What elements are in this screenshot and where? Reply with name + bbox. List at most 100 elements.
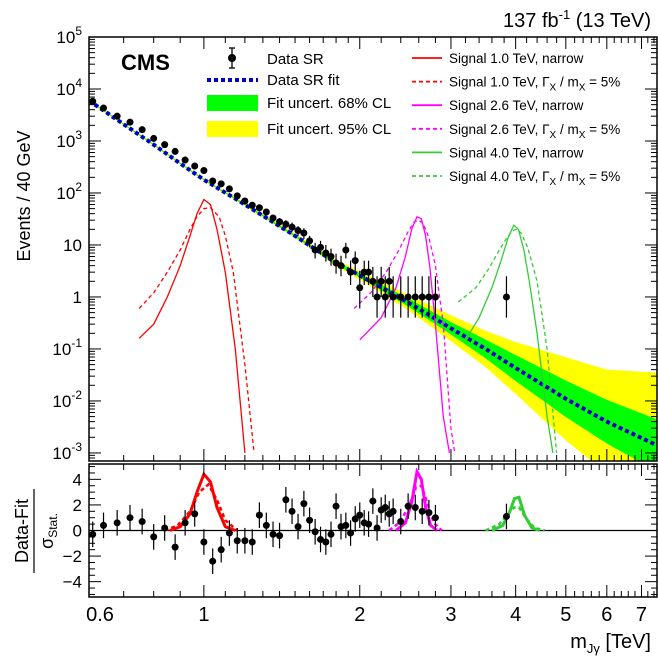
ratio-marker xyxy=(431,514,439,522)
ratio-marker xyxy=(171,543,179,551)
data-marker xyxy=(327,253,335,261)
data-marker xyxy=(337,262,345,270)
signal-curve-sig1_wide xyxy=(138,207,255,453)
ratio-y-label-numerator: Data-Fit xyxy=(12,499,32,563)
x-tick-label: 0.6 xyxy=(86,604,114,626)
ratio-marker xyxy=(502,512,510,520)
ratio-point xyxy=(241,527,249,554)
data-marker xyxy=(347,268,355,276)
ratio-marker xyxy=(138,518,146,526)
data-marker xyxy=(171,147,179,155)
ratio-point xyxy=(150,524,158,550)
main-y-tick-label: 10 xyxy=(63,236,82,255)
data-marker xyxy=(404,293,412,301)
legend-entry-data: Data SR xyxy=(228,47,324,69)
data-marker xyxy=(100,104,108,112)
ratio-marker xyxy=(311,528,319,536)
main-y-tick-label: 10-3 xyxy=(52,440,82,463)
ratio-point xyxy=(327,521,335,548)
data-marker xyxy=(233,192,241,200)
ratio-marker xyxy=(255,511,263,519)
data-marker xyxy=(191,162,199,170)
ratio-marker xyxy=(217,546,225,554)
ratio-point xyxy=(351,506,359,532)
legend-label-sig26_narrow: Signal 2.6 TeV, narrow xyxy=(449,98,584,113)
data-point xyxy=(150,134,158,142)
data-point xyxy=(369,266,377,297)
ratio-data-points xyxy=(89,487,510,574)
ratio-y-tick-label: −2 xyxy=(63,547,82,566)
ratio-marker xyxy=(317,535,325,543)
ratio-marker xyxy=(322,538,330,546)
data-point xyxy=(200,167,208,175)
ratio-point xyxy=(397,508,405,535)
data-point xyxy=(294,226,302,236)
ratio-point xyxy=(332,493,340,519)
ratio-point xyxy=(311,518,319,545)
ratio-marker xyxy=(241,537,249,545)
data-marker xyxy=(397,293,405,301)
ratio-marker xyxy=(282,496,290,504)
data-marker xyxy=(150,134,158,142)
ratio-point xyxy=(171,534,179,560)
ratio-point xyxy=(322,529,330,555)
ratio-marker xyxy=(294,523,302,531)
ratio-y-tick-label: −4 xyxy=(63,573,82,592)
main-panel: 10-3 10-2 10-1 1 10 102 103 104 105 Events / 40 … xyxy=(14,24,658,463)
ratio-marker xyxy=(191,510,199,518)
ratio-marker xyxy=(389,507,397,515)
data-point xyxy=(89,97,97,105)
signal-curve-sig26_narrow xyxy=(359,215,451,454)
main-y-tick-label: 103 xyxy=(56,128,82,151)
x-axis: 0.6 1 2 3 4 5 6 7 xyxy=(86,464,655,626)
signal-curve-sig1_narrow xyxy=(138,198,246,453)
data-marker xyxy=(181,156,189,164)
legend-entry-sig4_narrow: Signal 4.0 TeV, narrow xyxy=(412,145,584,160)
legend-label-sig1_narrow: Signal 1.0 TeV, narrow xyxy=(449,51,584,66)
data-point xyxy=(138,126,146,134)
x-tick-label: 2 xyxy=(354,604,365,626)
ratio-y-tick-label: 4 xyxy=(73,470,82,489)
x-tick-label: 1 xyxy=(198,604,209,626)
data-marker xyxy=(365,268,373,276)
ratio-point xyxy=(306,507,314,534)
ratio-point xyxy=(373,515,381,541)
ratio-point xyxy=(288,498,296,525)
data-marker xyxy=(389,293,397,301)
data-marker xyxy=(425,293,433,301)
ratio-signal-r_sig4_narrow xyxy=(491,495,541,532)
legend-entry-sig4_wide: Signal 4.0 TeV, ΓX / mX = 5% xyxy=(412,169,620,188)
data-point xyxy=(225,185,233,193)
ratio-point xyxy=(356,502,364,528)
legend-label-band95: Fit uncert. 95% CL xyxy=(267,121,391,138)
data-point xyxy=(351,251,359,271)
ratio-point xyxy=(381,494,389,521)
ratio-marker xyxy=(113,519,121,527)
data-point xyxy=(288,222,296,232)
legend-label-sig4_narrow: Signal 4.0 TeV, narrow xyxy=(449,145,584,160)
ratio-signal-r_sig1_wide xyxy=(164,482,239,532)
ratio-point xyxy=(255,502,263,528)
data-marker xyxy=(255,204,263,212)
ratio-point xyxy=(217,536,225,563)
data-marker xyxy=(113,112,121,120)
main-plot-frame xyxy=(88,36,658,462)
ratio-marker xyxy=(181,519,189,527)
ratio-y-label-denominator: σStat. xyxy=(37,513,60,549)
ratio-marker xyxy=(381,503,389,511)
signal-curves xyxy=(138,198,558,454)
signal-curve-sig4_narrow xyxy=(464,224,554,454)
data-point xyxy=(262,208,270,216)
main-x-ticks xyxy=(88,37,655,461)
fit-band-95 xyxy=(89,99,657,461)
ratio-point xyxy=(347,520,355,546)
legend-right: Signal 1.0 TeV, narrow Signal 1.0 TeV, ΓX… xyxy=(412,51,620,188)
ratio-point xyxy=(126,504,134,531)
ratio-point xyxy=(404,493,412,519)
data-marker xyxy=(269,214,277,222)
data-marker xyxy=(385,277,393,285)
luminosity-label: 137 fb-1 (13 TeV) xyxy=(503,7,651,32)
ratio-point xyxy=(191,501,199,527)
ratio-point xyxy=(300,490,308,517)
